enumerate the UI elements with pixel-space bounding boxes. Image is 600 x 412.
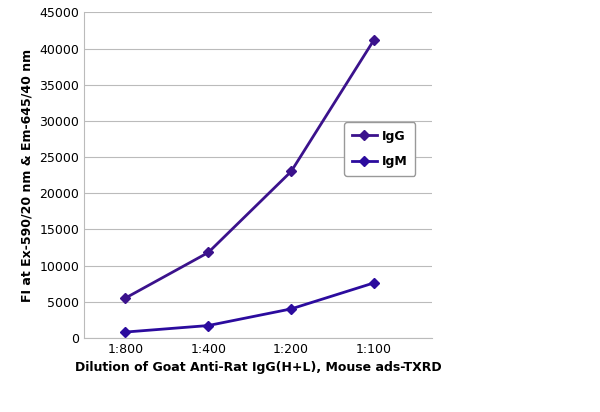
IgM: [205, 323, 212, 328]
IgM: [287, 307, 295, 311]
Line: IgM: IgM: [122, 279, 377, 335]
IgM: [122, 330, 129, 335]
Line: IgG: IgG: [122, 36, 377, 302]
Legend: IgG, IgM: IgG, IgM: [344, 122, 415, 176]
IgG: [205, 250, 212, 255]
Y-axis label: FI at Ex-590/20 nm & Em-645/40 nm: FI at Ex-590/20 nm & Em-645/40 nm: [21, 49, 34, 302]
IgG: [122, 295, 129, 300]
IgG: [287, 169, 295, 174]
IgM: [370, 281, 377, 286]
X-axis label: Dilution of Goat Anti-Rat IgG(H+L), Mouse ads-TXRD: Dilution of Goat Anti-Rat IgG(H+L), Mous…: [74, 361, 442, 374]
IgG: [370, 37, 377, 42]
